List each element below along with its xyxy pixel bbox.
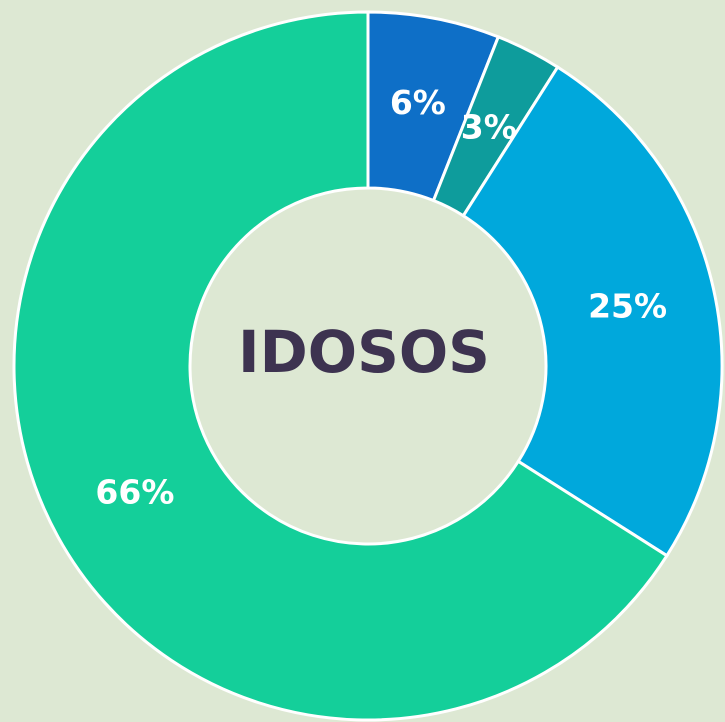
slice xyxy=(12,10,669,722)
slice-label: 25% xyxy=(588,286,667,325)
center-title: IDOSOS xyxy=(238,318,490,386)
slices xyxy=(12,10,724,722)
slice-label: 6% xyxy=(390,83,446,122)
slice-label: 66% xyxy=(95,473,174,512)
slice xyxy=(461,65,724,558)
slice-label: 3% xyxy=(461,107,517,146)
